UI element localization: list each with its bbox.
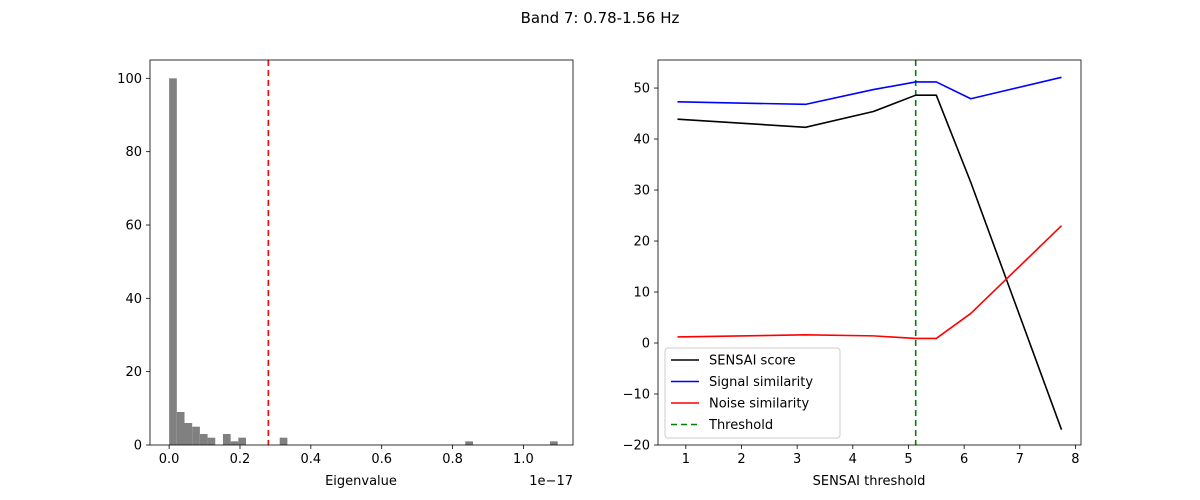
histogram-bars [169, 78, 558, 445]
legend-label: Signal similarity [709, 375, 813, 390]
line-y-tick-label: −20 [623, 439, 650, 454]
histogram-x-tick-label: 0.4 [300, 452, 321, 467]
histogram-x-tick-label: 0.6 [371, 452, 392, 467]
line-y-tick-label: 0 [642, 337, 650, 352]
series-line-signal-similarity [677, 76, 1062, 106]
histogram-y-tick-label: 20 [125, 365, 142, 380]
histogram-bar-8 [238, 437, 247, 445]
figure-title: Band 7: 0.78-1.56 Hz [521, 9, 680, 27]
histogram-x-offset-text: 1e−17 [529, 474, 573, 489]
histogram-plot-area [150, 60, 573, 445]
line-x-label: SENSAI threshold [813, 474, 926, 489]
line-frame [657, 59, 1082, 446]
series-line-noise-similarity [677, 225, 1063, 340]
histogram-y-ticks: 0 20 40 60 80 100 [117, 72, 150, 454]
line-y-tick-label: 40 [633, 133, 650, 148]
legend-box [664, 347, 841, 439]
histogram-bar-11 [550, 441, 558, 445]
histogram-bar-10 [465, 441, 473, 445]
legend-label: SENSAI score [709, 354, 795, 369]
line-x-tick-label: 6 [960, 452, 968, 467]
line-x-tick-label: 5 [904, 452, 912, 467]
line-x-tick-label: 1 [682, 452, 690, 467]
histogram-bar-3 [192, 426, 200, 445]
sensai-line-chart: 1 2 3 4 5 6 7 8 −20 −10 0 10 20 30 40 50 SENSAI thresh… [623, 59, 1082, 489]
line-series-group [677, 76, 1063, 430]
histogram-x-tick-label: 0.2 [230, 452, 251, 467]
histogram-x-label: Eigenvalue [325, 474, 397, 489]
eigenvalue-histogram: 0.0 0.2 0.4 0.6 0.8 1.0 0 20 40 60 80 100 Eigenval… [117, 59, 574, 489]
line-x-ticks: 1 2 3 4 5 6 7 8 [682, 445, 1080, 467]
line-x-tick-label: 3 [793, 452, 801, 467]
histogram-y-tick-label: 60 [125, 219, 142, 234]
histogram-bar-6 [222, 434, 231, 445]
histogram-x-tick-label: 0.0 [159, 452, 180, 467]
histogram-bar-9 [279, 437, 288, 445]
legend-label: Threshold [708, 418, 773, 433]
line-x-tick-label: 8 [1071, 452, 1079, 467]
histogram-x-ticks: 0.0 0.2 0.4 0.6 0.8 1.0 [159, 445, 534, 467]
histogram-y-tick-label: 0 [134, 439, 142, 454]
histogram-bar-2 [184, 423, 193, 445]
legend: SENSAI score Signal similarity Noise simil… [664, 347, 841, 439]
histogram-bar-7 [230, 441, 239, 445]
series-line-sensai-score [677, 94, 1063, 430]
histogram-y-tick-label: 40 [125, 292, 142, 307]
line-x-tick-label: 2 [737, 452, 745, 467]
line-y-ticks: −20 −10 0 10 20 30 40 50 [623, 82, 658, 454]
line-y-tick-label: 30 [633, 184, 650, 199]
line-y-tick-label: 50 [633, 82, 650, 97]
histogram-bar-5 [207, 437, 216, 445]
histogram-bar-4 [199, 434, 208, 445]
legend-label: Noise similarity [709, 397, 809, 412]
line-x-tick-label: 4 [849, 452, 857, 467]
line-y-tick-label: 10 [633, 286, 650, 301]
histogram-y-tick-label: 100 [117, 72, 142, 87]
line-y-tick-label: −10 [623, 388, 650, 403]
histogram-y-tick-label: 80 [125, 145, 142, 160]
line-y-tick-label: 20 [633, 235, 650, 250]
histogram-x-tick-label: 1.0 [513, 452, 534, 467]
line-x-tick-label: 7 [1016, 452, 1024, 467]
histogram-bar-0 [169, 78, 177, 445]
histogram-bar-1 [176, 412, 185, 445]
histogram-x-tick-label: 0.8 [442, 452, 463, 467]
histogram-frame [149, 59, 574, 446]
